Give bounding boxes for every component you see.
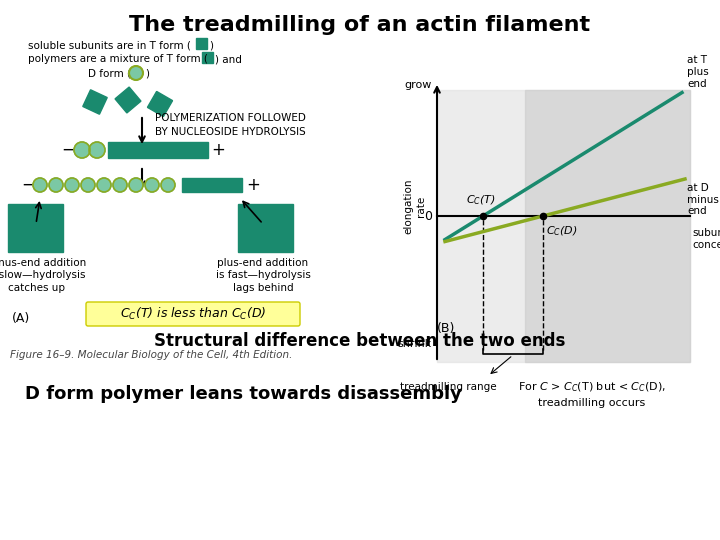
Polygon shape	[148, 91, 173, 117]
Text: +: +	[211, 141, 225, 159]
Circle shape	[49, 178, 63, 192]
Text: −: −	[21, 176, 35, 194]
Text: at T
plus
end: at T plus end	[687, 56, 708, 89]
Text: The treadmilling of an actin filament: The treadmilling of an actin filament	[130, 15, 590, 35]
Circle shape	[129, 178, 143, 192]
Circle shape	[129, 66, 143, 80]
Text: shrink: shrink	[397, 339, 432, 349]
Circle shape	[89, 142, 105, 158]
Text: ): )	[145, 68, 149, 78]
Text: Figure 16–9. Molecular Biology of the Cell, 4th Edition.: Figure 16–9. Molecular Biology of the Ce…	[10, 350, 292, 360]
FancyBboxPatch shape	[86, 302, 300, 326]
Text: at D
minus
end: at D minus end	[687, 183, 719, 216]
Text: D form (: D form (	[88, 68, 131, 78]
Text: polymers are a mixture of T form (: polymers are a mixture of T form (	[28, 54, 208, 64]
Text: elongation
rate: elongation rate	[404, 178, 426, 234]
Circle shape	[81, 178, 95, 192]
Bar	[238, 204, 293, 252]
Text: ): )	[209, 40, 213, 50]
Polygon shape	[83, 90, 107, 114]
Text: subunit
concentration: subunit concentration	[692, 228, 720, 251]
Circle shape	[65, 178, 79, 192]
Text: POLYMERIZATION FOLLOWED
BY NUCLEOSIDE HYDROLYSIS: POLYMERIZATION FOLLOWED BY NUCLEOSIDE HY…	[155, 113, 306, 137]
Text: D form polymer leans towards disassembly: D form polymer leans towards disassembly	[25, 385, 462, 403]
Circle shape	[74, 142, 90, 158]
Text: +: +	[246, 176, 260, 194]
Bar	[437, 90, 690, 362]
Circle shape	[161, 178, 175, 192]
Text: $C_C$(T): $C_C$(T)	[466, 193, 496, 207]
Circle shape	[113, 178, 127, 192]
Text: plus-end addition
is fast—hydrolysis
lags behind: plus-end addition is fast—hydrolysis lag…	[215, 258, 310, 293]
Text: treadmilling range: treadmilling range	[400, 382, 497, 392]
Text: (B): (B)	[437, 322, 455, 335]
Text: 0: 0	[424, 210, 432, 222]
Circle shape	[145, 178, 159, 192]
Bar	[196, 38, 207, 49]
Bar	[202, 52, 213, 63]
Circle shape	[97, 178, 111, 192]
Text: $C_C$(D): $C_C$(D)	[546, 224, 577, 238]
Bar	[182, 178, 242, 192]
Text: (A): (A)	[12, 312, 30, 325]
Polygon shape	[115, 87, 141, 113]
Bar	[8, 204, 63, 252]
Text: soluble subunits are in T form (: soluble subunits are in T form (	[28, 40, 191, 50]
Text: For $C$ > $C_C$(T) but < $C_C$(D),
treadmilling occurs: For $C$ > $C_C$(T) but < $C_C$(D), tread…	[518, 380, 666, 408]
Text: minus-end addition
is slow—hydrolysis
catches up: minus-end addition is slow—hydrolysis ca…	[0, 258, 86, 293]
Text: ) and: ) and	[215, 54, 242, 64]
Circle shape	[33, 178, 47, 192]
Text: $C_C$(T) is less than $C_C$(D): $C_C$(T) is less than $C_C$(D)	[120, 306, 266, 322]
Text: grow: grow	[405, 80, 432, 90]
Bar	[108, 142, 208, 158]
Text: Structural difference between the two ends: Structural difference between the two en…	[154, 332, 566, 350]
Text: −: −	[61, 141, 75, 159]
Bar	[525, 90, 690, 362]
